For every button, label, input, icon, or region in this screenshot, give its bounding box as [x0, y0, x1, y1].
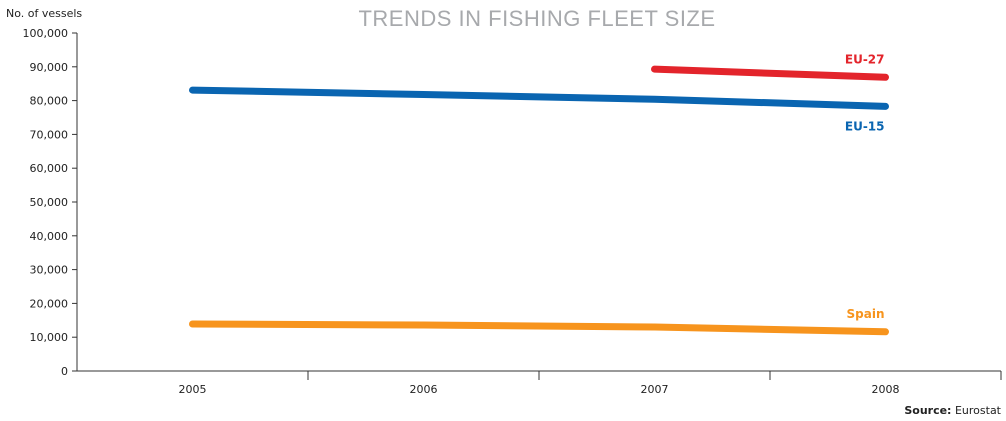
y-tick-label: 90,000	[30, 61, 69, 74]
y-tick-label: 10,000	[30, 331, 69, 344]
x-tick-label: 2007	[641, 383, 669, 396]
y-tick-label: 20,000	[30, 297, 69, 310]
series-label: EU-27	[845, 52, 885, 66]
y-tick-label: 50,000	[30, 196, 69, 209]
x-tick-label: 2005	[179, 383, 207, 396]
y-tick-label: 30,000	[30, 264, 69, 277]
source-note: Source: Eurostat	[904, 404, 1001, 417]
y-tick-label: 60,000	[30, 162, 69, 175]
y-tick-label: 100,000	[23, 27, 69, 40]
series-line-eu-27	[651, 65, 889, 81]
y-tick-label: 70,000	[30, 128, 69, 141]
series-labels: EU-27 EU-15 Spain	[845, 52, 885, 321]
series-label: Spain	[847, 307, 885, 321]
series-line-eu-15	[189, 86, 889, 110]
source-value: Eurostat	[955, 404, 1002, 417]
series-line-spain	[189, 320, 889, 336]
y-tick-label: 40,000	[30, 230, 69, 243]
x-tick-label: 2008	[872, 383, 900, 396]
x-ticks: 2005 2006 2007 2008	[179, 371, 1002, 396]
series-label: EU-15	[845, 119, 885, 133]
chart-title: TRENDS IN FISHING FLEET SIZE	[358, 6, 715, 31]
x-tick-label: 2006	[410, 383, 438, 396]
series-lines	[189, 65, 889, 336]
y-tick-label: 80,000	[30, 95, 69, 108]
y-tick-label: 0	[61, 365, 68, 378]
y-ticks: 0 10,000 20,000 30,000 40,000 50,000 60,000 70,…	[23, 27, 77, 378]
source-label: Source:	[904, 404, 951, 417]
y-axis-label: No. of vessels	[6, 7, 82, 20]
